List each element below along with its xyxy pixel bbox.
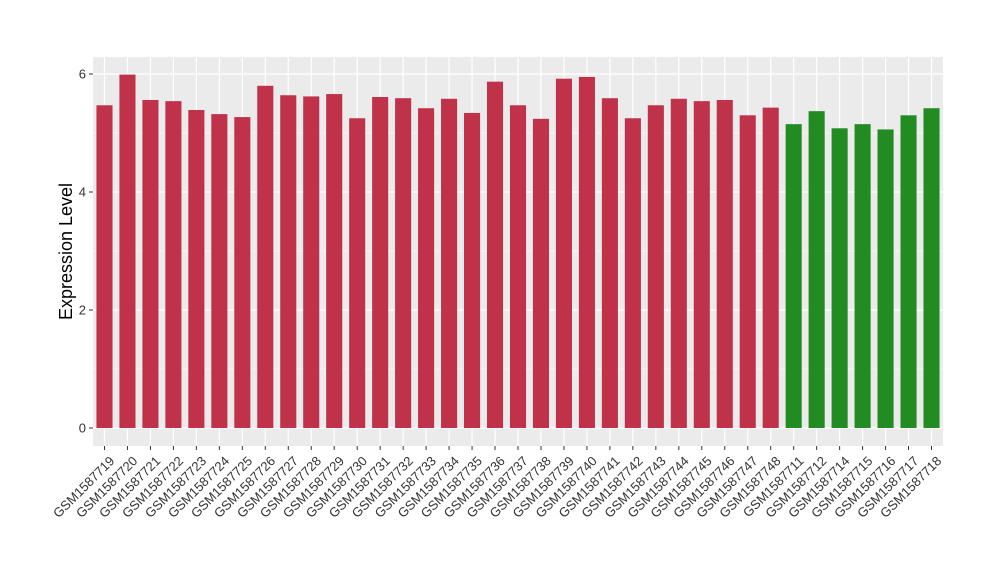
- bar-GSM1587727: [280, 95, 297, 429]
- bar-GSM1587741: [601, 98, 618, 428]
- y-tick-label: 2: [79, 303, 86, 318]
- bars: [96, 74, 940, 429]
- bar-GSM1587738: [532, 118, 550, 428]
- x-axis: GSM1587719GSM1587720GSM1587721GSM1587722…: [50, 446, 944, 521]
- bar-GSM1587729: [326, 94, 343, 428]
- bar-GSM1587734: [441, 98, 458, 428]
- bar-GSM1587737: [509, 105, 527, 429]
- bar-GSM1587748: [762, 107, 779, 428]
- bar-GSM1587730: [349, 118, 366, 428]
- y-tick-label: 6: [79, 67, 86, 82]
- bar-GSM1587745: [693, 101, 710, 428]
- y-axis-title: Expression Level: [56, 183, 76, 320]
- bar-GSM1587723: [188, 109, 205, 429]
- bar-GSM1587735: [464, 112, 481, 428]
- bar-GSM1587740: [578, 76, 595, 428]
- bar-GSM1587722: [165, 101, 182, 428]
- bar-GSM1587715: [854, 124, 871, 429]
- bar-GSM1587736: [486, 81, 504, 429]
- bar-GSM1587724: [211, 114, 228, 429]
- y-tick-label: 0: [79, 421, 86, 436]
- bar-GSM1587743: [647, 105, 664, 429]
- bar-GSM1587742: [624, 118, 641, 428]
- bar-GSM1587716: [877, 129, 894, 428]
- y-tick-label: 4: [79, 185, 86, 200]
- bar-GSM1587733: [418, 108, 435, 428]
- bar-GSM1587744: [670, 98, 687, 428]
- bar-GSM1587725: [234, 117, 251, 428]
- bar-GSM1587732: [395, 98, 412, 428]
- bar-GSM1587720: [119, 74, 136, 428]
- bar-GSM1587712: [808, 111, 825, 429]
- bar-GSM1587746: [716, 99, 733, 429]
- bar-GSM1587711: [785, 124, 802, 429]
- bar-GSM1587717: [900, 115, 917, 429]
- bar-GSM1587714: [831, 128, 848, 428]
- bar-GSM1587739: [555, 78, 572, 428]
- bar-GSM1587728: [303, 96, 320, 429]
- bar-GSM1587726: [257, 85, 274, 429]
- bar-GSM1587721: [142, 99, 159, 429]
- bar-GSM1587731: [372, 97, 389, 428]
- y-axis: 0 2 4 6: [79, 67, 93, 436]
- bar-GSM1587718: [923, 108, 940, 428]
- bar-GSM1587747: [739, 115, 756, 429]
- bar-GSM1587719: [96, 105, 113, 429]
